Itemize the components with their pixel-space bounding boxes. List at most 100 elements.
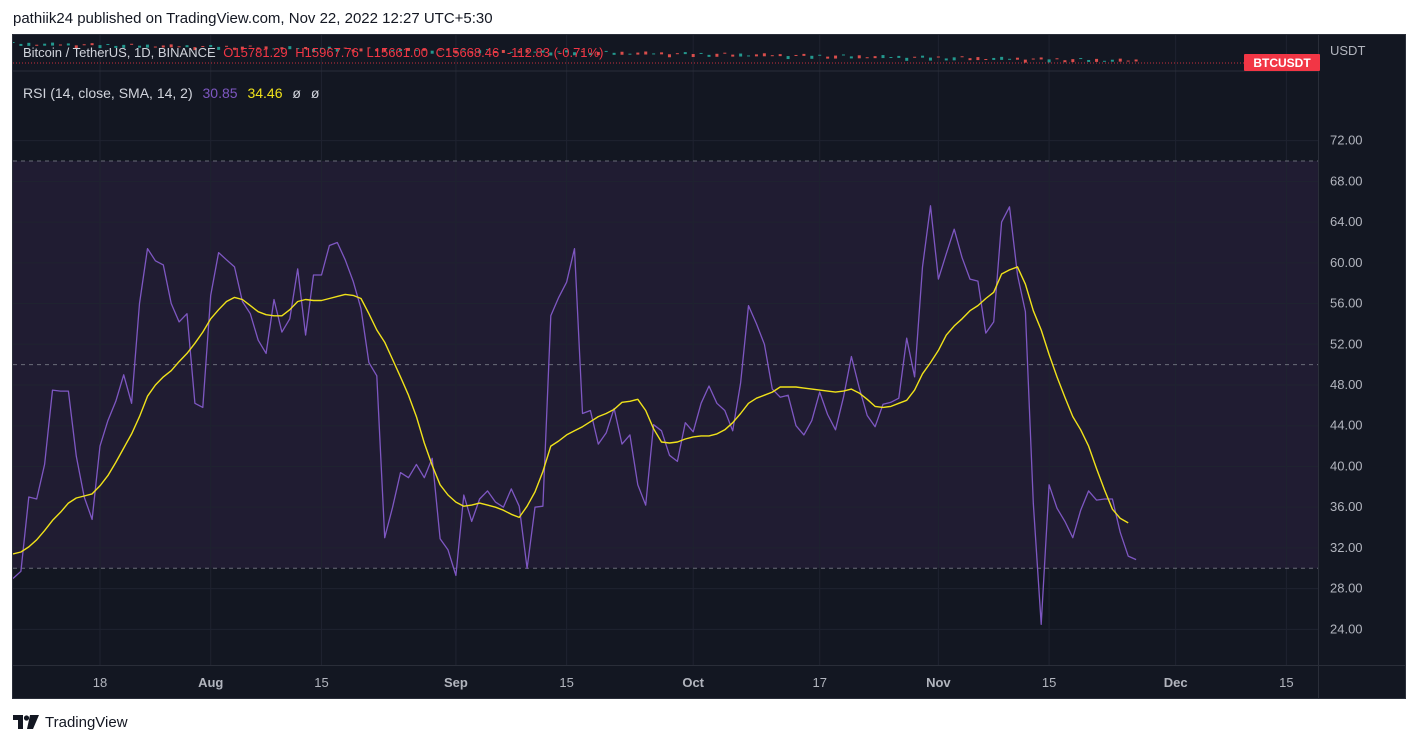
- mini-candle: [770, 55, 774, 57]
- mini-candle: [897, 55, 901, 58]
- mini-candle: [533, 51, 537, 53]
- mini-candle: [699, 52, 703, 54]
- rsi-indicator-name[interactable]: RSI (14, close, SMA, 14, 2): [23, 85, 193, 101]
- mini-candle: [248, 45, 252, 47]
- open-value: O15781.29: [223, 45, 288, 60]
- ticker-badge: BTCUSDT: [1253, 56, 1311, 70]
- mini-candle: [217, 46, 221, 50]
- mini-candle: [549, 52, 553, 56]
- x-tick-label: 15: [314, 675, 328, 690]
- mini-candle: [921, 55, 925, 58]
- symbol-legend: Bitcoin / TetherUS, 1D, BINANCE O15781.2…: [23, 45, 607, 61]
- mini-candle: [944, 58, 948, 61]
- mini-candle: [1095, 58, 1099, 62]
- footer: TradingView: [13, 712, 128, 732]
- mini-candle: [960, 56, 964, 58]
- low-value: L15661.00: [366, 45, 428, 60]
- mini-candle: [841, 54, 845, 56]
- rsi-line: [13, 205, 1137, 625]
- high-value: H15967.76: [295, 45, 359, 60]
- mini-candle: [304, 46, 308, 49]
- mini-candle: [138, 45, 142, 48]
- mini-candle: [723, 52, 727, 54]
- mini-candle: [794, 54, 798, 56]
- mini-candle: [430, 50, 434, 54]
- mini-candle: [422, 48, 426, 51]
- mini-candle: [747, 55, 751, 57]
- grid-lines: [13, 35, 1318, 665]
- mini-candle: [153, 46, 157, 48]
- y-tick-label: 44.00: [1330, 418, 1363, 433]
- mini-candle: [968, 58, 972, 61]
- mini-candle: [517, 50, 521, 53]
- mini-candle: [1015, 57, 1019, 60]
- mini-candle: [739, 53, 743, 57]
- mini-candle: [525, 49, 529, 53]
- mini-candle: [826, 56, 830, 59]
- mini-candle: [802, 53, 806, 56]
- mini-candle: [628, 53, 632, 55]
- x-tick-label: 15: [559, 675, 573, 690]
- mini-candle: [660, 52, 664, 55]
- mini-candle: [936, 56, 940, 58]
- mini-candle: [438, 49, 442, 51]
- mini-candle: [327, 46, 331, 49]
- mini-candle: [391, 50, 395, 52]
- mini-candle: [691, 54, 695, 58]
- mini-candle: [984, 59, 988, 61]
- mini-candle: [486, 49, 490, 51]
- y-tick-label: 28.00: [1330, 581, 1363, 596]
- mini-candle: [130, 43, 134, 45]
- mini-candle: [82, 44, 86, 46]
- close-value: C15668.46: [435, 45, 500, 60]
- mini-candle: [51, 42, 55, 46]
- mini-candle: [90, 43, 94, 46]
- mini-candle: [1000, 56, 1004, 60]
- mini-candle: [264, 46, 268, 50]
- mini-candle: [335, 48, 339, 52]
- mini-candle: [849, 56, 853, 59]
- mini-candle: [43, 43, 47, 46]
- mini-candle: [596, 51, 600, 55]
- mini-candle: [604, 50, 608, 52]
- rsi-ma-value: 34.46: [247, 85, 283, 101]
- change-value: -112.83 (-0.71%): [506, 45, 604, 60]
- mini-candle: [1071, 59, 1075, 63]
- x-tick-label: 15: [1279, 675, 1293, 690]
- mini-candle: [106, 44, 110, 46]
- mini-candle: [636, 52, 640, 55]
- rsi-chart[interactable]: USDT BTCUSDT 72.00 68.00 64.00 60.00 56.00 52.0…: [13, 35, 1406, 699]
- y-tick-label: 64.00: [1330, 214, 1363, 229]
- mini-candle: [169, 44, 173, 48]
- mini-candle: [114, 45, 118, 48]
- mini-candle: [367, 47, 371, 49]
- na-value-1: ø: [292, 85, 301, 101]
- x-tick-label: 15: [1042, 675, 1056, 690]
- mini-candle: [359, 48, 363, 52]
- mini-candle: [351, 49, 355, 52]
- series-layer: [13, 205, 1137, 625]
- y-tick-label: 68.00: [1330, 173, 1363, 188]
- mini-candle: [225, 45, 229, 47]
- mini-candle: [509, 51, 513, 53]
- chart-frame[interactable]: USDT BTCUSDT 72.00 68.00 64.00 60.00 56.00 52.0…: [12, 34, 1406, 699]
- rsi-ma-line: [13, 266, 1129, 555]
- price-mini-strip: [13, 42, 1405, 72]
- mini-candle: [1102, 60, 1106, 62]
- mini-candle: [810, 55, 814, 59]
- mini-candle: [762, 53, 766, 57]
- mini-candle: [1047, 59, 1051, 63]
- mini-candle: [1023, 59, 1027, 63]
- mini-candle: [406, 47, 410, 51]
- mini-candle: [675, 53, 679, 55]
- mini-candle: [319, 47, 323, 49]
- mini-candle: [399, 49, 403, 52]
- mini-candle: [478, 50, 482, 54]
- y-tick-label: 60.00: [1330, 255, 1363, 270]
- mini-candle: [818, 54, 822, 56]
- mini-candle: [161, 45, 165, 48]
- mini-candle: [644, 51, 648, 55]
- mini-candle: [185, 45, 189, 48]
- mini-candle: [1126, 60, 1130, 62]
- mini-candle: [177, 46, 181, 48]
